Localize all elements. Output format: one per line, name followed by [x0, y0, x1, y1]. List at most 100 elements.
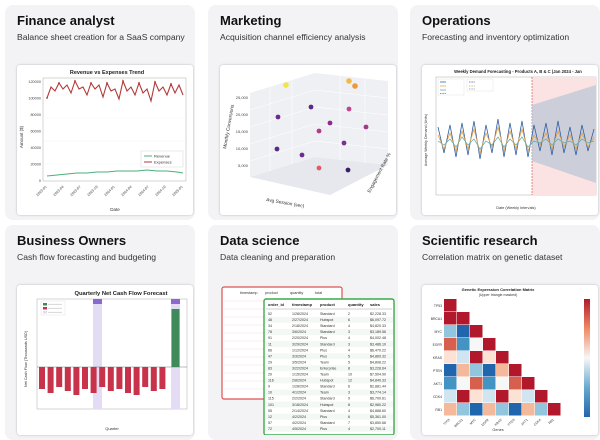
- cash-flow-bar: [99, 367, 106, 387]
- card-business-owners[interactable]: Business Owners Cash flow forecasting an…: [5, 225, 195, 440]
- table-cell: $5,361.00: [370, 415, 386, 419]
- data-tables: timestamp product quantity total order_id ti…: [221, 286, 395, 435]
- table-cell: 83: [268, 366, 272, 370]
- matrix-cell: [483, 377, 496, 390]
- table-cell: 9: [268, 385, 270, 389]
- series-a-line: [437, 118, 595, 160]
- table-cell: 3/5/2024: [292, 360, 306, 364]
- card-scientific-research[interactable]: Scientific research Correlation matrix o…: [410, 225, 600, 440]
- matrix-cell: [509, 364, 522, 377]
- cash-flow-bars: [39, 367, 166, 395]
- y-tick-label: 20000: [30, 163, 41, 167]
- table-cell: 5: [348, 360, 350, 364]
- matrix-cell: [470, 338, 483, 351]
- gridlines: [249, 76, 389, 171]
- table-cell: 34: [268, 324, 272, 328]
- table-cell: Team: [320, 373, 329, 377]
- plot-frame: [36, 298, 188, 410]
- table-cell: 29: [268, 360, 272, 364]
- x-tick-label: 2024-01: [104, 185, 116, 197]
- table-cell: 48: [268, 318, 272, 322]
- confidence-band: [532, 85, 596, 183]
- matrix-cell: [470, 403, 483, 416]
- y-tick-label: 10,000: [236, 146, 249, 151]
- matrix-cell: [483, 403, 496, 416]
- gene-row-label: TP53: [434, 304, 442, 308]
- table-cell: Plus: [320, 427, 327, 431]
- gene-row-label: KRAS: [433, 356, 443, 360]
- matrix-cell: [470, 364, 483, 377]
- cash-flow-bar: [82, 367, 88, 389]
- finance-chart-thumbnail[interactable]: Revenue vs Expenses Trend Amount ($) 120…: [17, 65, 193, 215]
- series-c-line: [437, 136, 595, 150]
- clean-header-cell: product: [320, 302, 336, 307]
- table-cell: 1/28/2024: [292, 385, 308, 389]
- card-marketing[interactable]: Marketing Acquisition channel efficiency…: [208, 5, 398, 220]
- matrix-cell: [457, 325, 470, 338]
- cash-flow-bar: [125, 367, 131, 393]
- y-tick-label: 5,000: [238, 163, 249, 168]
- matrix-cell: [444, 325, 457, 338]
- matrix-cell: [535, 403, 548, 416]
- table-cell: Plus: [320, 336, 327, 340]
- table-cell: Team: [320, 360, 329, 364]
- table-cell: 2/20/2024: [292, 336, 308, 340]
- cash-flow-bar: [56, 367, 63, 387]
- row-stripe: [265, 401, 393, 408]
- table-cell: Standard: [320, 312, 335, 316]
- business-chart-thumbnail[interactable]: Quarterly Net Cash Flow Forecast Net Cas…: [17, 285, 193, 435]
- y-tick-label: 0: [39, 179, 41, 183]
- scatter-points: [274, 78, 369, 173]
- matrix-cell: [496, 351, 509, 364]
- table-cell: Enterprise: [320, 366, 336, 370]
- card-finance-analyst[interactable]: Finance analyst Balance sheet creation f…: [5, 5, 195, 220]
- x-tick-label: 2024-10: [155, 185, 167, 197]
- x-axis-label: Date (Weekly Intervals): [496, 206, 536, 210]
- table-cell: 7: [348, 421, 350, 425]
- cash-flow-bar: [47, 367, 54, 393]
- cash-flow-bar: [116, 367, 123, 389]
- row-stripe: [265, 389, 393, 396]
- table-cell: 4: [348, 324, 350, 328]
- y-axis-label: Average Weekly Demand (Units): [424, 114, 428, 166]
- y-axis-label: Amount ($): [19, 125, 24, 148]
- card-subtitle: Acquisition channel efficiency analysis: [220, 32, 366, 42]
- data-table-thumbnail[interactable]: timestamp product quantity total order_id ti…: [220, 285, 396, 435]
- revenue-line: [46, 169, 184, 177]
- table-cell: 4: [348, 348, 350, 352]
- matrix-cell: [444, 338, 457, 351]
- matrix-cell: [522, 403, 535, 416]
- matrix-cell: [535, 390, 548, 403]
- gene-row-label: RB1: [435, 408, 442, 412]
- table-cell: 12: [268, 415, 272, 419]
- table-cell: $2,980.22: [370, 403, 386, 407]
- matrix-cell: [457, 338, 470, 351]
- clean-header-cell: sales: [370, 302, 381, 307]
- matrix-cell: [522, 390, 535, 403]
- scatter-3d-chart: 25,000 20,000 15,000 10,000 5,000 Monthly Co…: [222, 73, 393, 210]
- correlation-matrix-thumbnail[interactable]: Genetic Expression Correlation Matrix (U…: [422, 285, 598, 435]
- table-cell: Team: [320, 391, 329, 395]
- gene-col-label: TP53: [442, 418, 450, 426]
- operations-chart-thumbnail[interactable]: Weekly Demand Forecasting - Products A, …: [422, 65, 598, 215]
- x-tick-label: 2024-04: [121, 185, 133, 197]
- marketing-chart-thumbnail[interactable]: 25,000 20,000 15,000 10,000 5,000 Monthly Co…: [220, 65, 396, 215]
- legend: [40, 300, 66, 316]
- card-title: Finance analyst: [17, 13, 115, 28]
- legend: [437, 78, 494, 96]
- table-cell: 9: [348, 397, 350, 401]
- matrix-cell: [509, 403, 522, 416]
- table-cell: 116: [268, 379, 274, 383]
- table-cell: Plus: [320, 348, 327, 352]
- card-operations[interactable]: Operations Forecasting and inventory opt…: [410, 5, 600, 220]
- matrix-cell: [444, 351, 457, 364]
- table-cell: $3,189.56: [370, 330, 386, 334]
- card-data-science[interactable]: Data science Data cleaning and preparati…: [208, 225, 398, 440]
- legend-revenue: Revenue: [154, 154, 171, 159]
- table-cell: 1/15/2024: [292, 373, 308, 377]
- y-tick-labels: 120000 100000 80000 60000 40000 20000 0: [28, 80, 41, 183]
- x-tick-label: 2024-07: [138, 185, 150, 197]
- matrix-cell: [470, 377, 483, 390]
- x-tick-label: 2025-01: [172, 185, 184, 197]
- expenses-markers: [46, 80, 172, 99]
